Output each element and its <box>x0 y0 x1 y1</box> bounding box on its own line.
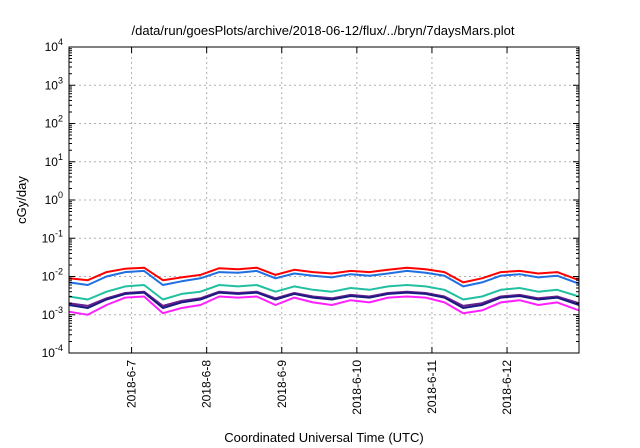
y-tick-base: 10 <box>45 117 59 131</box>
series-line-5 <box>68 291 580 309</box>
y-tick-base: 10 <box>45 78 59 92</box>
series-line-2 <box>68 269 580 288</box>
y-tick-label: 100 <box>45 190 63 207</box>
y-tick-exponent: 3 <box>58 75 63 85</box>
x-tick-label: 2018-6-10 <box>350 360 364 415</box>
y-tick-exponent: -3 <box>55 305 63 315</box>
y-tick-exponent: -2 <box>55 267 63 277</box>
x-axis-label: Coordinated Universal Time (UTC) <box>224 430 423 445</box>
x-tick-label: 2018-6-9 <box>275 360 289 408</box>
y-tick-label: 10-3 <box>42 305 63 322</box>
chart-title: /data/run/goesPlots/archive/2018-06-12/f… <box>132 23 515 38</box>
y-tick-label: 10-2 <box>42 267 63 284</box>
x-tick-label: 2018-6-7 <box>125 360 139 408</box>
y-tick-label: 104 <box>45 37 63 54</box>
series-line-4 <box>68 290 580 307</box>
y-tick-label: 103 <box>45 75 63 92</box>
y-tick-exponent: 4 <box>58 37 63 47</box>
y-tick-exponent: 2 <box>58 114 63 124</box>
grid <box>69 47 579 353</box>
y-tick-exponent: 1 <box>58 152 63 162</box>
y-tick-exponent: -1 <box>55 228 63 238</box>
series-line-6 <box>68 295 580 316</box>
y-tick-base: 10 <box>42 346 56 360</box>
y-tick-exponent: -4 <box>55 343 63 353</box>
y-tick-base: 10 <box>45 40 59 54</box>
y-tick-base: 10 <box>45 155 59 169</box>
series-lines <box>68 266 580 316</box>
x-tick-label: 2018-6-11 <box>425 360 439 414</box>
x-tick-label: 2018-6-12 <box>500 360 514 415</box>
y-axis-label: cGy/day <box>14 176 29 224</box>
y-tick-label: 102 <box>45 114 63 131</box>
x-axis: 2018-6-7 2018-6-8 2018-6-9 2018-6-10 2018-6-… <box>125 47 514 415</box>
series-line-1 <box>68 266 580 284</box>
y-tick-label: 10-4 <box>42 343 63 360</box>
y-tick-label: 10-1 <box>42 228 63 245</box>
series-line-3 <box>68 284 580 301</box>
y-tick-base: 10 <box>42 270 56 284</box>
y-tick-base: 10 <box>45 193 59 207</box>
y-tick-base: 10 <box>42 231 56 245</box>
y-tick-label: 101 <box>45 152 63 169</box>
x-tick-label: 2018-6-8 <box>200 360 214 408</box>
y-tick-exponent: 0 <box>58 190 63 200</box>
y-tick-base: 10 <box>42 308 56 322</box>
